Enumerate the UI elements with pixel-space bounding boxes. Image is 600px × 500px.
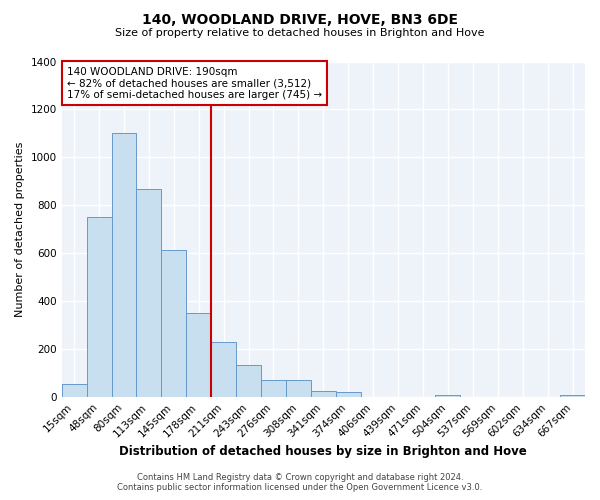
Bar	[236, 365, 261, 397]
X-axis label: Distribution of detached houses by size in Brighton and Hove: Distribution of detached houses by size …	[119, 444, 527, 458]
Bar	[161, 250, 186, 397]
Bar	[560, 395, 585, 397]
Bar	[62, 384, 86, 397]
Y-axis label: Number of detached properties: Number of detached properties	[15, 142, 25, 317]
Bar	[186, 314, 211, 397]
Text: Contains HM Land Registry data © Crown copyright and database right 2024.
Contai: Contains HM Land Registry data © Crown c…	[118, 473, 482, 492]
Bar	[136, 188, 161, 397]
Bar	[311, 391, 336, 397]
Bar	[286, 380, 311, 397]
Bar	[436, 395, 460, 397]
Bar	[112, 134, 136, 397]
Bar	[261, 380, 286, 397]
Text: Size of property relative to detached houses in Brighton and Hove: Size of property relative to detached ho…	[115, 28, 485, 38]
Text: 140 WOODLAND DRIVE: 190sqm
← 82% of detached houses are smaller (3,512)
17% of s: 140 WOODLAND DRIVE: 190sqm ← 82% of deta…	[67, 66, 322, 100]
Bar	[211, 342, 236, 397]
Bar	[86, 218, 112, 397]
Text: 140, WOODLAND DRIVE, HOVE, BN3 6DE: 140, WOODLAND DRIVE, HOVE, BN3 6DE	[142, 12, 458, 26]
Bar	[336, 392, 361, 397]
